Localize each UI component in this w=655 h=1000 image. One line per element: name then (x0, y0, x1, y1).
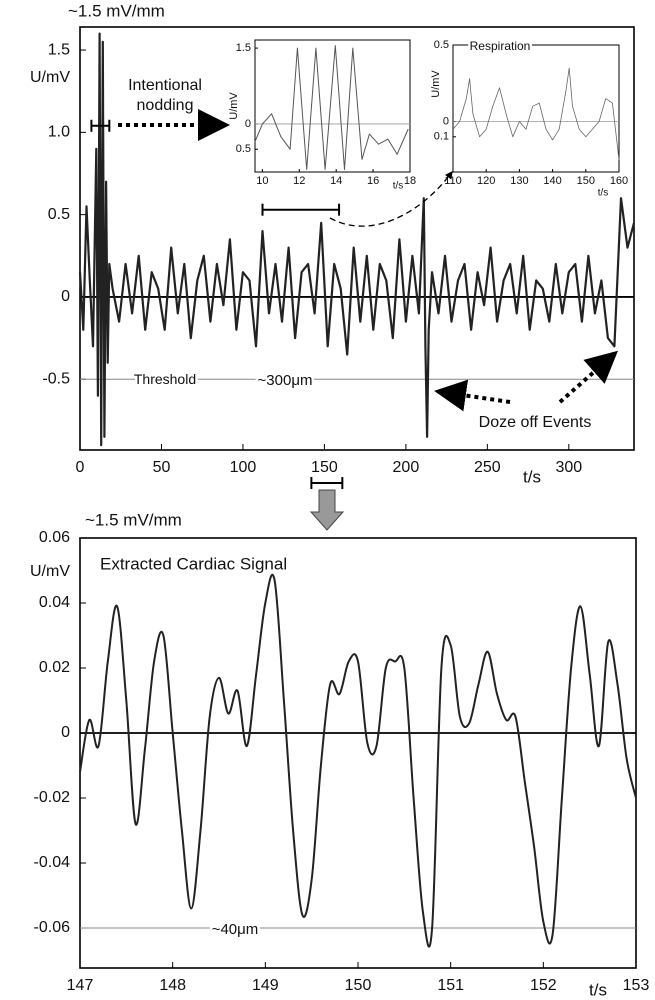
x-tick-label: 140 (543, 175, 561, 187)
y-axis-label: U/mV (430, 70, 442, 98)
y-tick-label: -0.02 (34, 789, 71, 806)
x-tick-label: 147 (67, 977, 94, 994)
x-tick-label: 151 (437, 977, 464, 994)
threshold-note: ~300μm (258, 372, 313, 389)
signal-line (79, 573, 637, 948)
panel-title: Respiration (470, 39, 531, 53)
x-tick-label: 152 (530, 977, 557, 994)
x-tick-label: 50 (153, 459, 171, 476)
plot-frame (452, 44, 620, 173)
scale-note: ~1.5 mV/mm (85, 510, 182, 529)
plot-frame (79, 537, 637, 969)
y-axis-label: U/mV (30, 69, 70, 86)
panel: 1.5 0 0.5 10 12 14 16 18 U/mV t/s (228, 39, 416, 192)
x-tick-label: 18 (404, 175, 416, 187)
x-tick-label: 12 (293, 175, 305, 187)
x-tick-label: 160 (610, 175, 628, 187)
y-tick-label: 0.1 (434, 131, 449, 143)
y-tick-label: 1.0 (48, 124, 70, 141)
x-tick-label: 120 (477, 175, 495, 187)
x-tick-label: 10 (256, 175, 268, 187)
arrow (434, 379, 511, 412)
y-tick-label: 0.02 (39, 659, 70, 676)
x-tick-label: 16 (367, 175, 379, 187)
panel: 0.5 0 0.1 110 120 130 140 150 160 U/mV t/s Respirat… (430, 37, 628, 199)
x-tick-label: 153 (623, 977, 650, 994)
signal-line (452, 67, 620, 160)
y-tick-label: 0.5 (236, 143, 251, 155)
y-tick-label: 0 (443, 115, 449, 127)
y-tick-label: 0 (245, 118, 251, 130)
y-tick-label: 0.5 (48, 206, 70, 223)
signal-line (78, 32, 636, 447)
annotation: Intentional (128, 77, 202, 94)
x-tick-label: 250 (474, 459, 501, 476)
x-axis-label: t/s (589, 980, 607, 999)
threshold-note: ~40μm (212, 921, 259, 938)
panel: -0.06 -0.04 -0.02 0 0.02 0.04 0.06 147 148 149 150… (30, 510, 649, 999)
x-axis-label: t/s (393, 181, 404, 192)
x-tick-label: 148 (159, 977, 186, 994)
x-tick-label: 150 (577, 175, 595, 187)
scale-note: ~1.5 mV/mm (68, 1, 165, 20)
x-tick-label: 0 (76, 459, 85, 476)
y-tick-label: 0.5 (434, 39, 449, 51)
y-tick-label: -0.04 (34, 854, 71, 871)
x-tick-label: 130 (510, 175, 528, 187)
x-tick-label: 150 (311, 459, 338, 476)
plots: -0.500.51.01.50 50 100 150 200 250 300Threshol… (30, 1, 649, 999)
y-axis-label: U/mV (228, 92, 240, 120)
x-tick-label: 150 (345, 977, 372, 994)
y-tick-label: 1.5 (48, 41, 70, 58)
x-tick-label: 200 (393, 459, 420, 476)
y-tick-label: 0.04 (39, 594, 70, 611)
y-tick-label: 0.06 (39, 529, 70, 546)
x-axis-label: t/s (598, 188, 609, 199)
x-axis-label: t/s (523, 467, 541, 486)
plot-frame (254, 39, 411, 173)
annotation: nodding (137, 97, 194, 114)
zoom-arrow (309, 489, 345, 531)
threshold-label: Threshold (134, 371, 196, 387)
arrow (329, 170, 453, 227)
y-tick-label: 1.5 (236, 42, 251, 54)
y-tick-label: -0.06 (34, 919, 71, 936)
y-axis-label: U/mV (30, 563, 70, 580)
arrow (558, 350, 618, 404)
x-tick-label: 300 (555, 459, 582, 476)
annotations: Intentional nodding Doze off Events (118, 77, 618, 531)
y-tick-label: 0 (61, 288, 70, 305)
panel-title: Extracted Cardiac Signal (100, 554, 287, 573)
x-tick-label: 110 (444, 175, 462, 187)
y-tick-label: 0 (61, 724, 70, 741)
y-tick-label: -0.5 (42, 370, 70, 387)
x-tick-label: 100 (230, 459, 257, 476)
x-tick-label: 14 (330, 175, 342, 187)
x-tick-label: 149 (252, 977, 279, 994)
annotation: Doze off Events (479, 414, 592, 431)
signal-line (254, 45, 409, 170)
